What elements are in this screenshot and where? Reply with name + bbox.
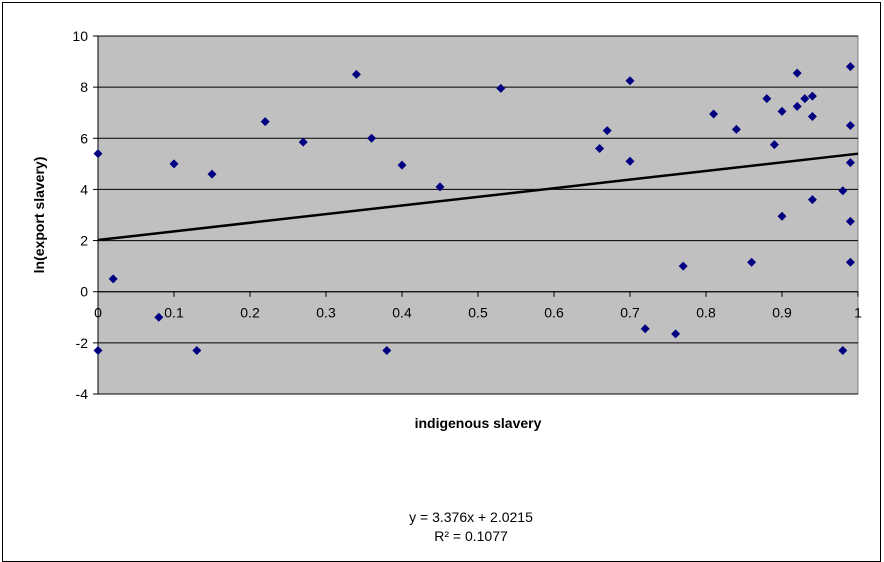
y-tick-label: 6	[80, 130, 88, 146]
data-point	[845, 121, 855, 130]
x-tick-label: 0.8	[696, 305, 716, 321]
data-points	[93, 62, 855, 356]
data-point	[207, 169, 217, 179]
data-point	[602, 126, 612, 136]
data-point	[108, 274, 118, 284]
data-point	[769, 140, 779, 150]
data-point	[93, 346, 103, 356]
y-axis-ticks: 10 8 6 4 2 0 -2 -4	[72, 28, 98, 402]
data-point	[845, 257, 855, 267]
x-axis-ticks: 0 0.1 0.2 0.3 0.4 0.5 0.6 0.7 0.8 0.9 1	[94, 291, 862, 321]
data-point	[731, 124, 741, 134]
data-point	[838, 186, 848, 196]
data-point	[435, 182, 445, 192]
y-tick-label: 0	[80, 284, 88, 300]
data-point	[397, 160, 407, 170]
x-tick-label: 0	[94, 305, 102, 321]
y-tick-label: 8	[80, 79, 88, 95]
data-point	[671, 329, 681, 339]
x-tick-label: 0.6	[544, 305, 564, 321]
x-tick-label: 0.3	[316, 305, 336, 321]
data-point	[678, 261, 688, 271]
x-tick-label: 0.9	[772, 305, 792, 321]
data-point	[807, 112, 817, 122]
y-axis-title: ln(export slavery)	[31, 157, 47, 274]
data-point	[777, 211, 787, 221]
x-axis-title: indigenous slavery	[415, 415, 542, 431]
data-point	[640, 324, 650, 334]
plot-area	[97, 35, 859, 395]
x-tick-label: 0.7	[620, 305, 640, 321]
data-point	[838, 346, 848, 356]
data-point	[792, 101, 802, 111]
y-tick-label: 10	[72, 28, 88, 44]
y-tick-label: 4	[80, 181, 88, 197]
data-point	[154, 312, 164, 322]
x-tick-label: 0.5	[468, 305, 488, 321]
y-tick-label: -4	[76, 386, 89, 402]
data-point	[845, 158, 855, 168]
y-tick-label: 2	[80, 233, 88, 249]
x-tick-label: 0.4	[392, 305, 412, 321]
data-point	[807, 195, 817, 205]
data-point	[709, 109, 719, 119]
x-tick-label: 1	[854, 305, 862, 321]
trendline-layer	[97, 152, 859, 242]
data-point	[367, 133, 377, 143]
data-point	[298, 137, 308, 147]
trendline-r-squared: R² = 0.1077	[434, 528, 508, 544]
x-tick-label: 0.2	[240, 305, 260, 321]
data-point	[169, 159, 179, 169]
data-point	[807, 91, 817, 101]
data-point	[777, 106, 787, 116]
data-point	[260, 117, 270, 127]
data-point	[625, 156, 635, 166]
data-point	[351, 69, 361, 79]
data-point	[382, 346, 392, 356]
data-point	[192, 346, 202, 356]
trendline-equation: y = 3.376x + 2.0215	[409, 509, 533, 525]
data-point	[845, 216, 855, 226]
trendline	[97, 152, 859, 242]
data-point	[845, 62, 855, 72]
data-point	[792, 68, 802, 78]
data-point	[496, 83, 506, 93]
data-point	[625, 76, 635, 86]
data-point	[93, 149, 103, 159]
x-tick-label: 0.1	[164, 305, 184, 321]
data-point	[800, 94, 810, 104]
data-point	[595, 144, 605, 154]
data-point	[762, 94, 772, 104]
data-point	[747, 257, 757, 267]
y-tick-label: -2	[76, 335, 89, 351]
